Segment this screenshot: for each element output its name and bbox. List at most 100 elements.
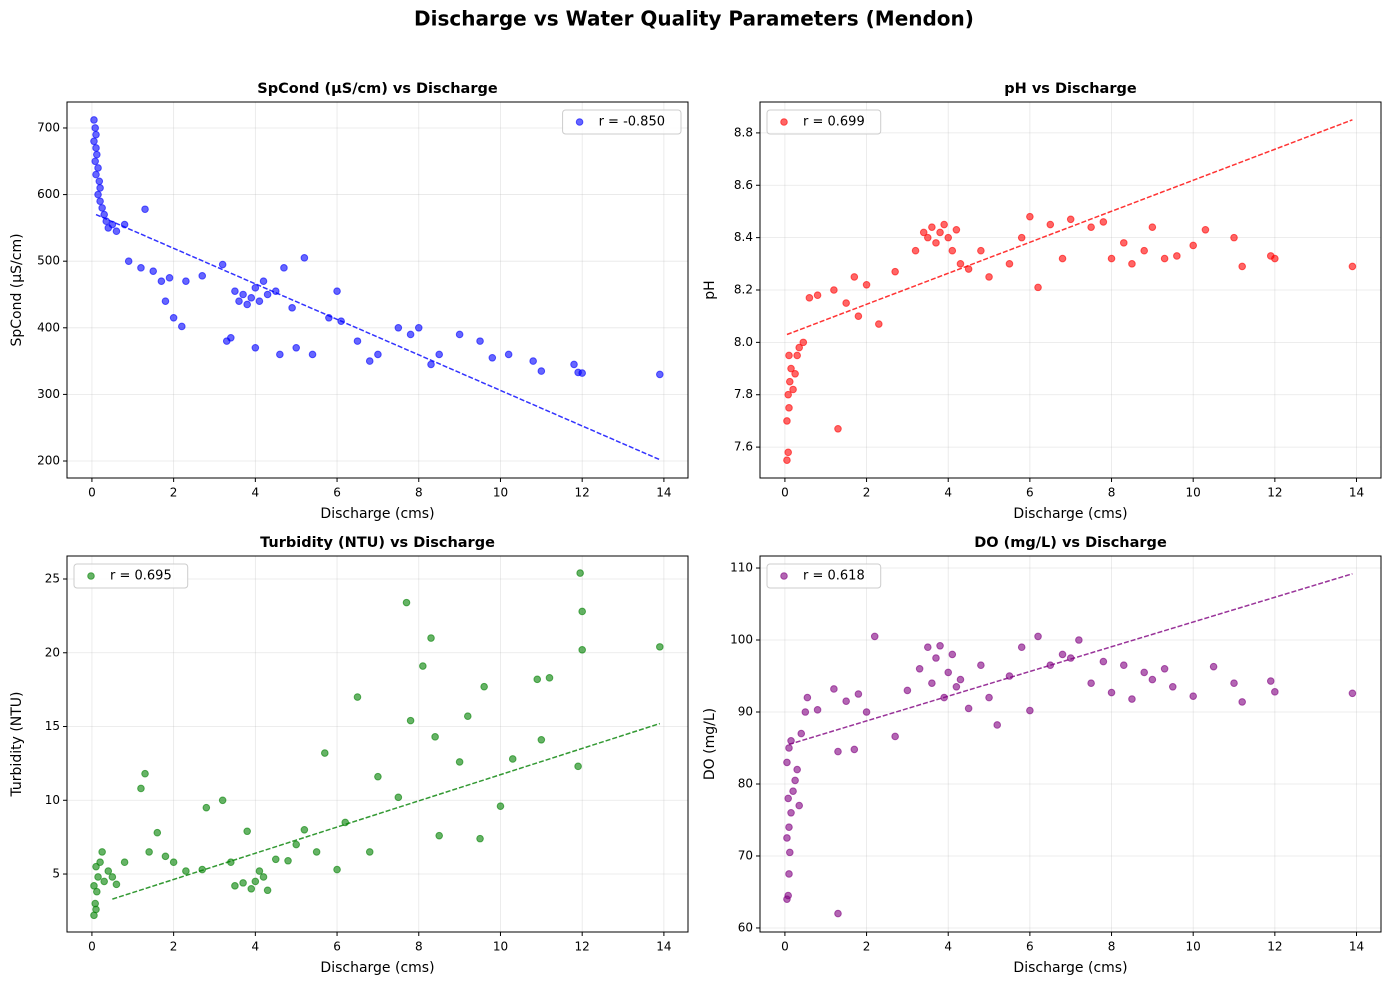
scatter-point (1119, 239, 1128, 247)
scatter-point (1230, 679, 1238, 688)
scatter-point (504, 350, 513, 359)
scatter-point (104, 867, 113, 875)
scatter-point (333, 865, 341, 874)
scatter-point (936, 641, 944, 650)
scatter-point (112, 227, 121, 236)
subplot-title: SpCond (µS/cm) vs Discharge (257, 81, 498, 97)
scatter-point (169, 858, 178, 867)
scatter-point (280, 264, 288, 272)
scatter-point (842, 299, 850, 307)
x-tick-label: 10 (493, 940, 508, 954)
legend: r = 0.699 (766, 109, 882, 135)
x-tick-label: 6 (333, 486, 341, 500)
scatter-point (427, 360, 435, 369)
scatter-point (508, 755, 517, 763)
scatter-point (787, 364, 795, 373)
scatter-point (455, 758, 464, 766)
scatter-point (834, 909, 842, 918)
scatter-point (1160, 665, 1169, 673)
scatter-point (578, 646, 586, 654)
scatter-point (1017, 233, 1026, 242)
scatter-point (1066, 215, 1075, 224)
scatter-point (854, 312, 863, 320)
subplot: 0 2 4 6 8 10 12 14 60 70 80 90 100 110 DO (mg/L) vs Di… (702, 535, 1382, 976)
scatter-point (875, 320, 883, 328)
legend-marker (575, 118, 584, 126)
scatter-point (1075, 636, 1083, 644)
legend-marker (780, 572, 788, 580)
scatter-point (834, 424, 842, 433)
subplot-title: pH vs Discharge (1004, 81, 1137, 97)
axes-frame (759, 555, 1382, 933)
scatter-point (1238, 262, 1246, 271)
scatter-point (402, 598, 411, 607)
scatter-point (928, 679, 936, 688)
scatter-point (803, 693, 812, 702)
x-tick-label: 4 (944, 940, 952, 954)
scatter-point (1209, 662, 1218, 671)
scatter-point (1099, 657, 1108, 666)
y-axis-label: Turbidity (NTU) (9, 691, 25, 797)
scatter-point (182, 867, 190, 875)
legend-box (562, 109, 682, 135)
x-tick-label: 10 (1186, 940, 1201, 954)
scatter-point (98, 848, 106, 856)
scatter-point (312, 848, 321, 856)
scatter-point (1099, 218, 1108, 226)
legend: r = 0.695 (73, 563, 189, 589)
scatter-point (96, 197, 104, 206)
x-tick-label: 0 (781, 940, 789, 954)
scatter-point (276, 350, 284, 359)
y-tick-label: 7.6 (734, 440, 753, 454)
scatter-point (830, 685, 838, 693)
scatter-point (178, 322, 186, 331)
scatter-point (394, 323, 403, 332)
x-tick-label: 6 (1026, 940, 1034, 954)
scatter-point (247, 294, 256, 302)
x-tick-label: 14 (656, 486, 671, 500)
x-tick-label: 4 (944, 486, 952, 500)
scatter-point (1148, 223, 1157, 231)
scatter-point (239, 290, 247, 299)
scatter-point (94, 190, 102, 199)
scatter-point (850, 745, 859, 754)
scatter-point (813, 706, 822, 714)
scatter-point (952, 683, 961, 691)
x-tick-label: 14 (1349, 940, 1364, 954)
scatter-point (92, 130, 100, 139)
scatter-point (100, 877, 108, 886)
x-tick-label: 8 (1108, 940, 1116, 954)
x-tick-label: 14 (1349, 486, 1364, 500)
scatter-point (537, 735, 546, 744)
scatter-point (791, 776, 799, 785)
x-tick-label: 0 (88, 940, 96, 954)
scatter-point (948, 246, 957, 255)
scatter-point (928, 223, 936, 231)
x-tick-label: 12 (1267, 940, 1282, 954)
legend-label: r = -0.850 (599, 115, 665, 130)
scatter-point (480, 682, 488, 691)
scatter-point (406, 330, 415, 339)
scatter-point (198, 272, 207, 280)
y-axis-label: SpCond (µS/cm) (9, 233, 25, 346)
x-tick-label: 4 (252, 940, 260, 954)
scatter-point (231, 882, 239, 890)
scatter-point (1189, 241, 1197, 250)
scatter-point (785, 870, 793, 878)
scatter-point (427, 634, 435, 642)
scatter-point (786, 377, 794, 386)
scatter-point (940, 220, 948, 229)
scatter-point (783, 834, 791, 842)
scatter-point (1189, 692, 1197, 700)
y-tick-label: 25 (45, 572, 60, 586)
scatter-point (948, 650, 957, 659)
scatter-point (247, 884, 256, 893)
scatter-point (243, 300, 251, 309)
legend: r = 0.618 (766, 563, 882, 589)
y-tick-label: 60 (738, 920, 753, 934)
legend-marker (780, 118, 788, 126)
scatter-point (537, 367, 546, 375)
scatter-point (1017, 643, 1026, 652)
legend-label: r = 0.695 (110, 569, 172, 584)
scatter-point (488, 353, 497, 362)
